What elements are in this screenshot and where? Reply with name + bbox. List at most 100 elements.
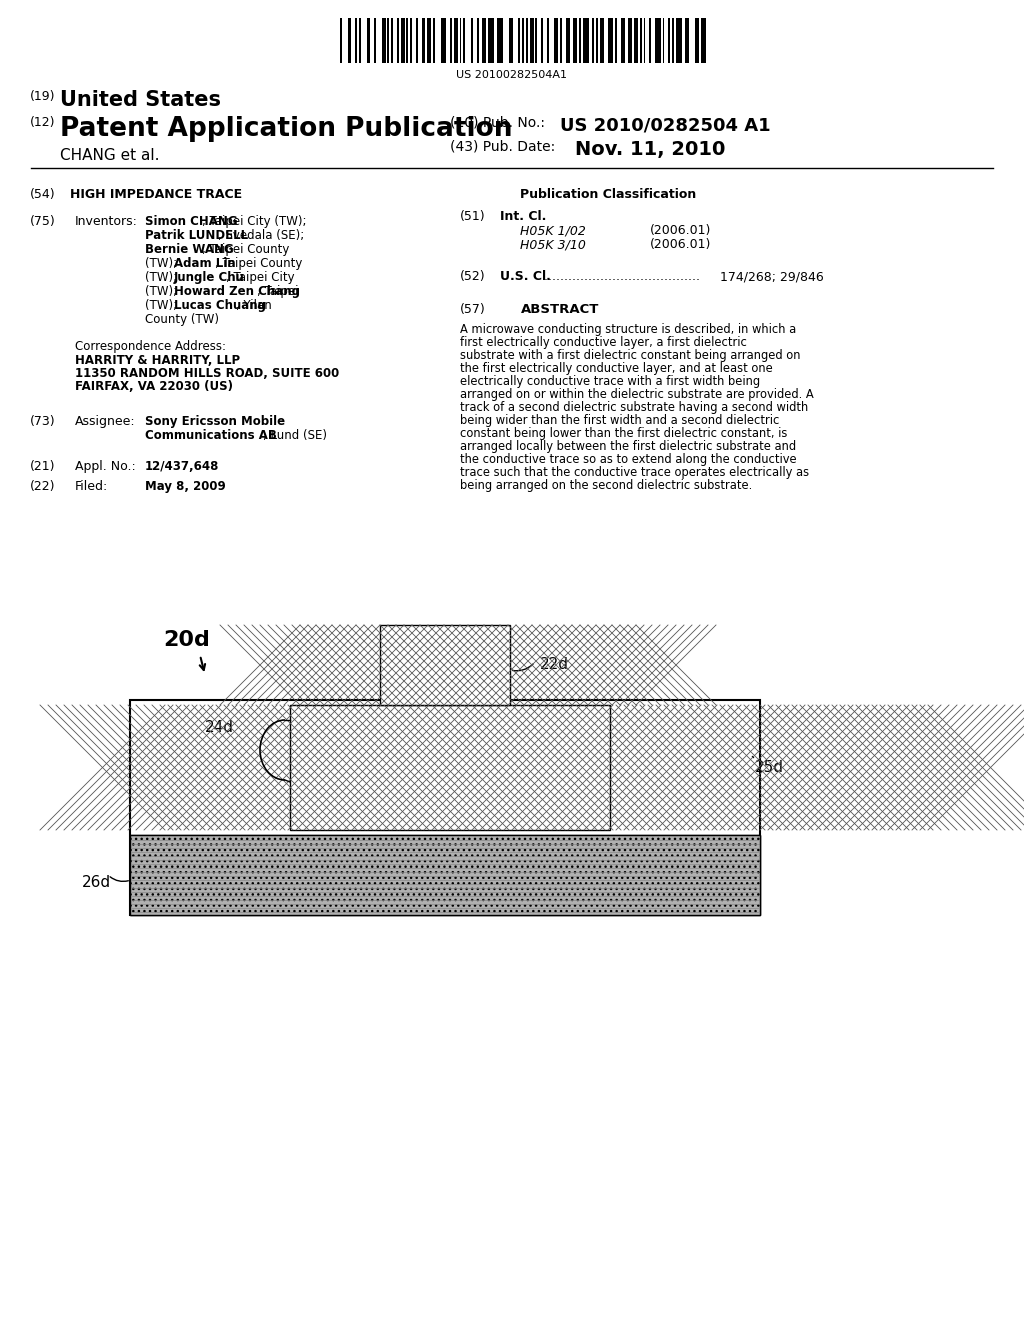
Bar (407, 18, 409, 63)
Text: (54): (54) (30, 187, 55, 201)
Text: (TW);: (TW); (145, 300, 181, 312)
Bar (580, 18, 581, 63)
Bar (655, 18, 660, 63)
Bar (676, 18, 682, 63)
Text: 26d: 26d (82, 875, 112, 890)
Text: , Svedala (SE);: , Svedala (SE); (218, 228, 304, 242)
Bar (554, 18, 558, 63)
Bar (130, 836, 760, 915)
Text: Lucas Chuang: Lucas Chuang (174, 300, 266, 312)
Bar (347, 18, 351, 63)
Text: Simon CHANG: Simon CHANG (145, 215, 238, 228)
Text: the first electrically conductive layer, and at least one: the first electrically conductive layer,… (460, 362, 773, 375)
Text: first electrically conductive layer, a first dielectric: first electrically conductive layer, a f… (460, 337, 746, 348)
Text: H05K 1/02: H05K 1/02 (520, 224, 586, 238)
Bar (700, 18, 707, 63)
Text: , Lund (SE): , Lund (SE) (263, 429, 327, 442)
Text: , Taipei City (TW);: , Taipei City (TW); (202, 215, 307, 228)
Text: being wider than the first width and a second dielectric: being wider than the first width and a s… (460, 414, 779, 426)
Bar (600, 18, 604, 63)
Bar (476, 18, 478, 63)
Bar (695, 18, 698, 63)
Bar (130, 700, 760, 915)
Bar (672, 18, 674, 63)
Bar (669, 18, 670, 63)
Bar (440, 18, 446, 63)
Text: constant being lower than the first dielectric constant, is: constant being lower than the first diel… (460, 426, 787, 440)
Bar (387, 18, 389, 63)
Bar (463, 18, 465, 63)
Text: track of a second dielectric substrate having a second width: track of a second dielectric substrate h… (460, 401, 808, 414)
Text: 24d: 24d (205, 719, 234, 735)
Bar (290, 705, 610, 830)
Text: Communications AB: Communications AB (145, 429, 276, 442)
Text: (75): (75) (30, 215, 55, 228)
Text: HIGH IMPEDANCE TRACE: HIGH IMPEDANCE TRACE (70, 187, 242, 201)
Text: electrically conductive trace with a first width being: electrically conductive trace with a fir… (460, 375, 760, 388)
Text: (2006.01): (2006.01) (650, 238, 712, 251)
Text: .......................................: ....................................... (540, 271, 700, 282)
Text: (12): (12) (30, 116, 55, 129)
Text: (TW);: (TW); (145, 285, 181, 298)
Bar (640, 18, 642, 63)
Bar (547, 18, 549, 63)
Text: 25d: 25d (755, 760, 784, 775)
Bar (382, 18, 386, 63)
Text: FAIRFAX, VA 22030 (US): FAIRFAX, VA 22030 (US) (75, 380, 233, 393)
Text: trace such that the conductive trace operates electrically as: trace such that the conductive trace ope… (460, 466, 809, 479)
Bar (529, 18, 534, 63)
Bar (451, 18, 452, 63)
Bar (592, 18, 594, 63)
Bar (573, 18, 578, 63)
Bar (526, 18, 527, 63)
Text: (19): (19) (30, 90, 55, 103)
Bar (560, 18, 562, 63)
Text: Howard Zen Chang: Howard Zen Chang (174, 285, 300, 298)
Bar (433, 18, 435, 63)
Text: (51): (51) (460, 210, 485, 223)
Text: Publication Classification: Publication Classification (520, 187, 696, 201)
Text: Patent Application Publication: Patent Application Publication (60, 116, 512, 143)
Text: CHANG et al.: CHANG et al. (60, 148, 160, 162)
Text: arranged locally between the first dielectric substrate and: arranged locally between the first diele… (460, 440, 796, 453)
Bar (629, 18, 632, 63)
Bar (522, 18, 524, 63)
Text: (10) Pub. No.:: (10) Pub. No.: (450, 116, 545, 129)
Bar (460, 18, 462, 63)
Text: (73): (73) (30, 414, 55, 428)
Text: 20d: 20d (163, 630, 210, 649)
Text: A microwave conducting structure is described, in which a: A microwave conducting structure is desc… (460, 323, 797, 337)
Bar (482, 18, 486, 63)
Bar (391, 18, 393, 63)
Bar (536, 18, 538, 63)
Text: (2006.01): (2006.01) (650, 224, 712, 238)
Text: HARRITY & HARRITY, LLP: HARRITY & HARRITY, LLP (75, 354, 240, 367)
Text: (57): (57) (460, 304, 485, 315)
Bar (397, 18, 398, 63)
Text: Inventors:: Inventors: (75, 215, 138, 228)
Text: 22d: 22d (540, 657, 569, 672)
Bar (380, 624, 510, 705)
Text: Patrik LUNDELL: Patrik LUNDELL (145, 228, 248, 242)
Text: United States: United States (60, 90, 221, 110)
Text: ABSTRACT: ABSTRACT (521, 304, 599, 315)
Bar (649, 18, 651, 63)
Bar (509, 18, 513, 63)
Text: US 20100282504A1: US 20100282504A1 (457, 70, 567, 81)
Bar (498, 18, 503, 63)
Bar (411, 18, 412, 63)
Bar (634, 18, 638, 63)
Text: Assignee:: Assignee: (75, 414, 135, 428)
Bar (471, 18, 473, 63)
Text: Correspondence Address:: Correspondence Address: (75, 341, 226, 352)
Text: County (TW): County (TW) (145, 313, 219, 326)
Text: , Taipei County: , Taipei County (202, 243, 290, 256)
Text: , Taipei City: , Taipei City (226, 271, 295, 284)
Bar (359, 18, 360, 63)
Bar (621, 18, 625, 63)
Bar (541, 18, 543, 63)
Text: , Taipei: , Taipei (257, 285, 299, 298)
Bar (374, 18, 376, 63)
Text: Appl. No.:: Appl. No.: (75, 459, 136, 473)
Bar (427, 18, 431, 63)
